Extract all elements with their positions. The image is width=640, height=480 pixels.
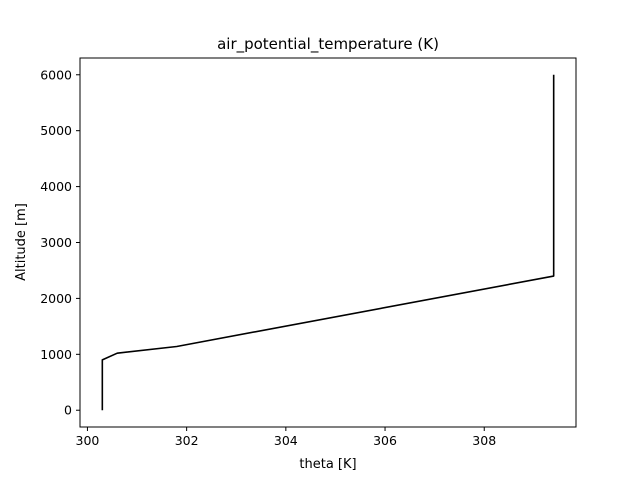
- x-tick-label: 304: [274, 433, 298, 448]
- y-tick-label: 4000: [40, 179, 72, 194]
- y-tick-label: 5000: [40, 123, 72, 138]
- y-tick-label: 3000: [40, 235, 72, 250]
- y-tick-label: 1000: [40, 347, 72, 362]
- x-axis-label: theta [K]: [299, 457, 356, 472]
- y-tick-label: 0: [64, 403, 72, 418]
- y-tick-label: 2000: [40, 291, 72, 306]
- y-tick-label: 6000: [40, 67, 72, 82]
- x-tick-label: 306: [373, 433, 397, 448]
- y-axis-label: Altitude [m]: [14, 203, 29, 281]
- x-tick-label: 308: [472, 433, 496, 448]
- x-tick-label: 300: [76, 433, 100, 448]
- series-line: [101, 74, 555, 411]
- x-tick-label: 302: [175, 433, 199, 448]
- chart-title: air_potential_temperature (K): [217, 35, 439, 54]
